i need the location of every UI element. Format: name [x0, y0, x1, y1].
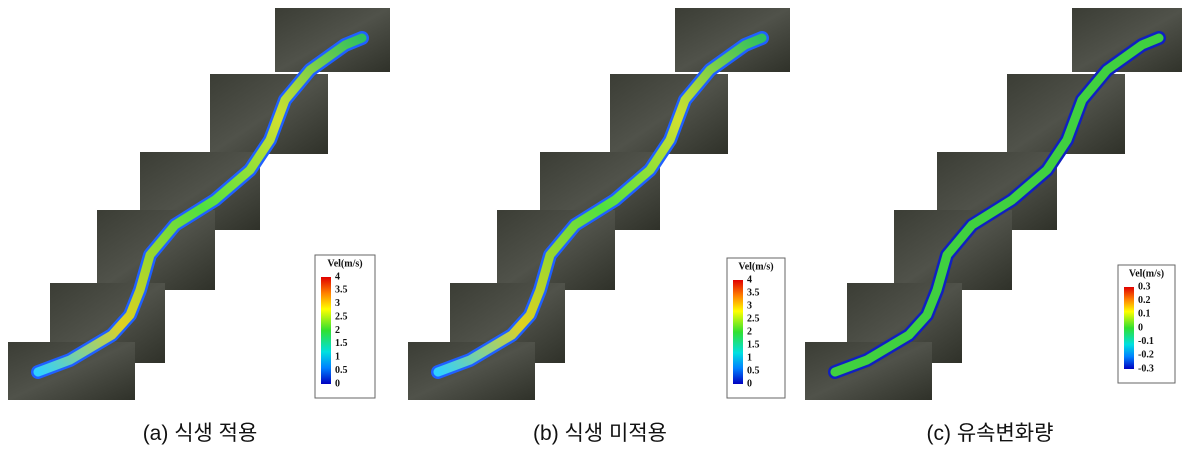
figure: (a) 식생 적용 Vel(m/s) 4 3.5 3 2.5 2 1.5 1 0.5 0 (b) 식생…	[0, 0, 1182, 454]
legend-title: Vel(m/s)	[327, 258, 362, 269]
legend-label: 0	[335, 378, 340, 389]
colorbar	[733, 280, 743, 384]
legend-label: -0.3	[1138, 363, 1154, 374]
legend-label: 0	[747, 378, 752, 389]
colorbar	[1124, 287, 1134, 369]
legend-label: 1.5	[747, 339, 760, 350]
caption: (a) 식생 적용	[143, 422, 258, 445]
legend-label: 3.5	[747, 287, 760, 298]
legend-label: 3.5	[335, 285, 348, 296]
legend-label: -0.2	[1138, 350, 1154, 361]
legend-label: 1.5	[335, 338, 348, 349]
legend-label: 0.1	[1138, 309, 1151, 320]
legend-title: Vel(m/s)	[738, 261, 773, 272]
legend-label: 0.5	[747, 365, 760, 376]
legend-label: 3	[747, 300, 752, 311]
legend-label: 4	[747, 274, 752, 285]
legend-label: 0	[1138, 322, 1143, 333]
legend-label: 0.2	[1138, 295, 1151, 306]
legend-label: 1	[747, 352, 752, 363]
map-tile	[805, 342, 932, 400]
map-tile	[8, 342, 135, 400]
legend-label: 0.3	[1138, 281, 1151, 292]
legend-label: 1	[335, 352, 340, 363]
caption: (c) 유속변화량	[927, 422, 1054, 445]
legend-label: 4	[335, 271, 340, 282]
legend-label: -0.1	[1138, 336, 1154, 347]
legend-label: 2.5	[747, 313, 760, 324]
legend-label: 2.5	[335, 311, 348, 322]
colorbar	[321, 277, 331, 384]
caption: (b) 식생 미적용	[533, 422, 667, 445]
legend-label: 2	[747, 326, 752, 337]
legend-label: 3	[335, 298, 340, 309]
map-tile	[408, 342, 535, 400]
legend-label: 2	[335, 325, 340, 336]
legend-label: 0.5	[335, 365, 348, 376]
legend-title: Vel(m/s)	[1129, 268, 1164, 279]
